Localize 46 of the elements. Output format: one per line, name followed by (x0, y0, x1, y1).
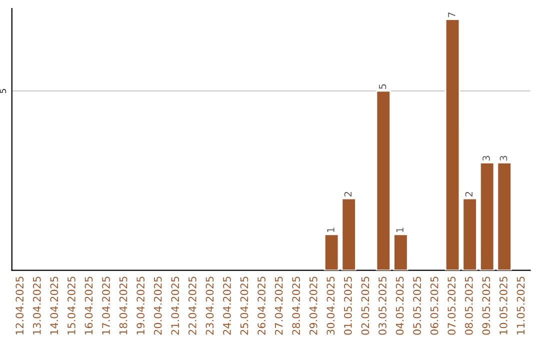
x-tick-label: 02.05.2025 (361, 276, 370, 335)
x-tick-label: 28.04.2025 (292, 276, 300, 335)
bar (341, 198, 356, 270)
data-label: 7 (448, 12, 456, 18)
x-tick-label: 26.04.2025 (258, 276, 266, 335)
bar (376, 90, 392, 270)
x-tick-label: 08.05.2025 (464, 276, 473, 335)
x-tick-label: 27.04.2025 (274, 276, 283, 335)
bar (324, 234, 340, 270)
x-tick-label: 20.04.2025 (154, 276, 162, 335)
x-tick-label: 11.05.2025 (516, 276, 525, 334)
data-label: 1 (327, 228, 334, 232)
x-tick-label: 14.04.2025 (50, 276, 58, 334)
x-tick-label: 12.04.2025 (16, 276, 24, 334)
x-tick-label: 29.04.2025 (309, 276, 318, 335)
x-tick-label: 05.05.2025 (413, 276, 421, 335)
x-tick-label: 01.05.2025 (344, 276, 352, 335)
bar (462, 198, 478, 270)
x-tick-label: 13.04.2025 (32, 276, 41, 334)
x-tick-label: 16.04.2025 (84, 276, 93, 334)
x-tick-label: 23.04.2025 (206, 276, 214, 335)
data-label: 2 (465, 192, 472, 196)
x-tick-label: 06.05.2025 (430, 276, 438, 335)
data-label: 3 (482, 156, 490, 161)
x-tick-label: 19.04.2025 (136, 276, 144, 334)
bar (444, 18, 460, 270)
x-tick-label: 17.04.2025 (102, 276, 110, 334)
x-tick-label: 10.05.2025 (500, 276, 508, 334)
x-tick-label: 09.05.2025 (482, 276, 490, 335)
x-tick-label: 22.04.2025 (188, 276, 196, 335)
data-label: 3 (500, 156, 508, 161)
bar (479, 162, 495, 270)
bar (393, 234, 408, 270)
x-tick-label: 03.05.2025 (378, 276, 386, 335)
x-tick-label: 21.04.2025 (171, 276, 180, 335)
data-label: 2 (344, 192, 352, 196)
x-tick-label: 15.04.2025 (68, 276, 76, 334)
x-tick-label: 25.04.2025 (240, 276, 248, 335)
x-tick-label: 30.04.2025 (326, 276, 335, 335)
x-tick-label: 04.05.2025 (396, 276, 404, 335)
x-tick-label: 24.04.2025 (223, 276, 231, 335)
x-tick-label: 18.04.2025 (119, 276, 128, 334)
bar (496, 162, 512, 270)
data-label: 1 (396, 228, 404, 232)
x-tick-label: 07.05.2025 (448, 276, 456, 335)
data-label: 5 (378, 84, 386, 89)
